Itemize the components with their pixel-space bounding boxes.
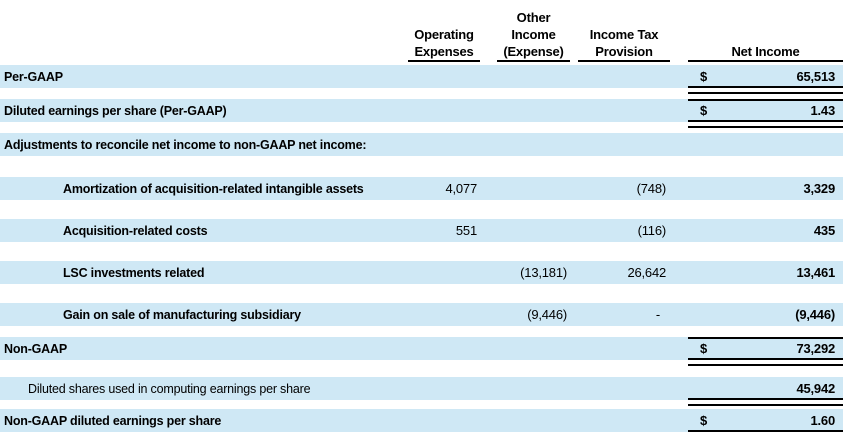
net-income-value: 1.43 [810, 103, 835, 118]
cell-operating-expenses: 551 [455, 223, 477, 238]
net-income-value: 3,329 [803, 181, 835, 196]
dollar-sign: $ [700, 103, 708, 118]
header-line: Operating [414, 27, 474, 42]
column-header-operating-expenses: Operating Expenses [408, 0, 480, 62]
row-label: LSC investments related [63, 265, 205, 280]
row-acquisition-related-costs: Acquisition-related costs 551 (116) 435 [0, 219, 843, 242]
row-label: Non-GAAP diluted earnings per share [4, 413, 222, 428]
dollar-sign: $ [700, 413, 708, 428]
cell-income-tax: 26,642 [627, 265, 666, 280]
cell-operating-expenses: 4,077 [445, 181, 477, 196]
table-header: Operating Expenses Other Income (Expense… [0, 0, 843, 62]
row-adjustments-header: Adjustments to reconcile net income to n… [0, 133, 843, 156]
cell-net-income: (9,446) [688, 303, 843, 326]
row-non-gaap-diluted-eps: Non-GAAP diluted earnings per share $ 1.… [0, 409, 843, 432]
row-label: Non-GAAP [4, 341, 67, 356]
column-header-net-income: Net Income [688, 0, 843, 62]
net-income-value: (9,446) [795, 307, 835, 322]
dollar-sign: $ [700, 341, 708, 356]
row-per-gaap: Per-GAAP $ 65,513 [0, 65, 843, 94]
cell-net-income: $ 65,513 [688, 65, 843, 94]
row-amortization-intangibles: Amortization of acquisition-related inta… [0, 177, 843, 200]
cell-income-tax: (748) [636, 181, 667, 196]
row-label: Adjustments to reconcile net income to n… [4, 137, 367, 152]
header-line: Income Tax [589, 27, 659, 42]
header-line: Net Income [731, 44, 800, 59]
cell-net-income: 435 [688, 219, 843, 242]
net-income-value: 1.60 [810, 413, 835, 428]
header-line: Income [511, 27, 556, 42]
net-income-value: 45,942 [796, 381, 835, 396]
net-income-value: 435 [813, 223, 835, 238]
row-label: Amortization of acquisition-related inta… [63, 181, 364, 196]
row-lsc-investments: LSC investments related (13,181) 26,642 … [0, 261, 843, 284]
cell-net-income: $ 73,292 [688, 337, 843, 366]
cell-income-tax: (116) [637, 223, 667, 238]
cell-other-income: (13,181) [520, 265, 567, 280]
dollar-sign: $ [700, 69, 708, 84]
cell-net-income [688, 133, 843, 156]
net-income-value: 73,292 [796, 341, 835, 356]
cell-other-income: (9,446) [527, 307, 567, 322]
row-label: Diluted earnings per share (Per-GAAP) [4, 103, 227, 118]
header-spacer [0, 0, 408, 62]
header-line: Expenses [414, 44, 474, 59]
cell-net-income: 3,329 [688, 177, 843, 200]
header-line: Provision [595, 44, 653, 59]
header-spacer [672, 0, 688, 62]
row-label: Per-GAAP [4, 69, 63, 84]
column-header-other-income-expense: Other Income (Expense) [497, 0, 570, 62]
row-diluted-eps-per-gaap: Diluted earnings per share (Per-GAAP) $ … [0, 99, 843, 128]
row-diluted-shares: Diluted shares used in computing earning… [0, 377, 843, 406]
cell-net-income: $ 1.60 [688, 409, 843, 432]
row-gain-on-sale-subsidiary: Gain on sale of manufacturing subsidiary… [0, 303, 843, 326]
row-non-gaap: Non-GAAP $ 73,292 [0, 337, 843, 366]
cell-net-income: 13,461 [688, 261, 843, 284]
cell-income-tax: - [655, 307, 660, 322]
row-label: Acquisition-related costs [63, 223, 208, 238]
column-header-income-tax-provision: Income Tax Provision [578, 0, 670, 62]
row-label: Diluted shares used in computing earning… [28, 381, 311, 396]
net-income-value: 65,513 [796, 69, 835, 84]
cell-net-income: 45,942 [688, 377, 843, 406]
row-label: Gain on sale of manufacturing subsidiary [63, 307, 301, 322]
cell-net-income: $ 1.43 [688, 99, 843, 128]
net-income-value: 13,461 [796, 265, 835, 280]
header-line: (Expense) [503, 44, 564, 59]
header-line: Other [516, 10, 551, 25]
